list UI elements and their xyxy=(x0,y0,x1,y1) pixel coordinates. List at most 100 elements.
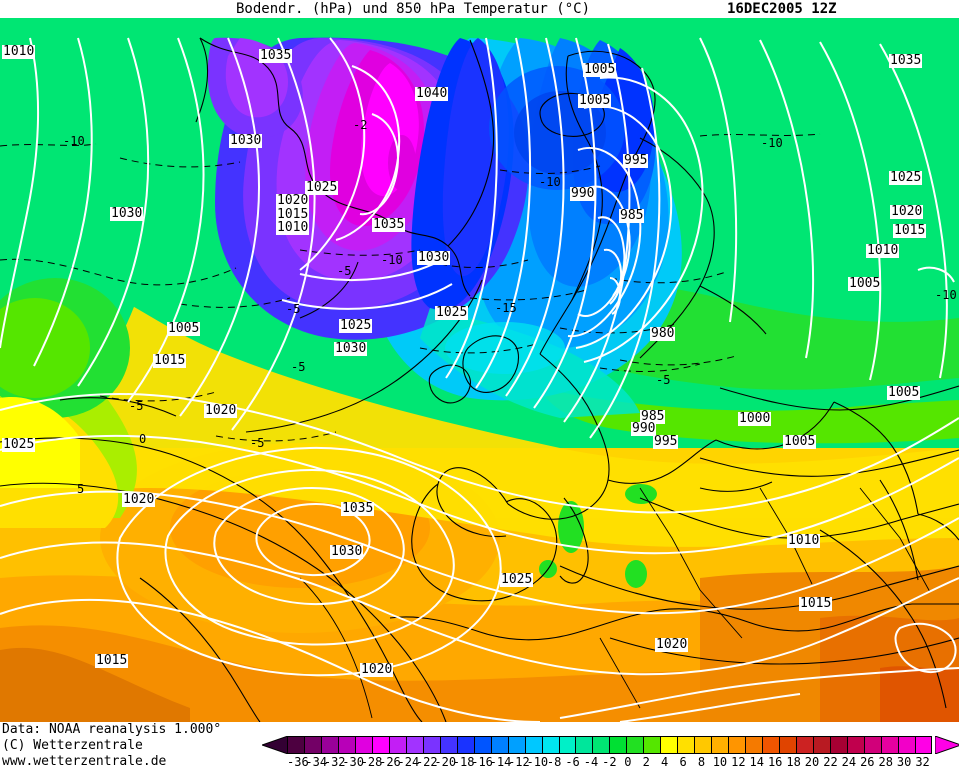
isobar-label: 995 xyxy=(653,434,679,449)
colorbar-cell xyxy=(354,736,372,754)
colorbar-tick: -16 xyxy=(471,755,493,769)
colorbar-cell xyxy=(541,736,559,754)
coastline-layer xyxy=(195,37,959,719)
colorbar-cell xyxy=(626,736,644,754)
isobar-label: 1030 xyxy=(334,341,368,356)
colorbar-tick: -10 xyxy=(526,755,549,769)
colorbar-under-arrow-icon xyxy=(262,736,288,754)
isobar-label: 990 xyxy=(631,421,657,436)
isobar-label: 985 xyxy=(619,208,645,223)
colorbar-tick: -36 xyxy=(287,755,309,769)
colorbar-tick: 4 xyxy=(661,755,669,769)
isobar-label: 985 xyxy=(640,409,666,424)
temperature-contour-label: -5 xyxy=(250,436,265,450)
isobar-label: 980 xyxy=(650,326,676,341)
colorbar-cell xyxy=(337,736,355,754)
temperature-contour-label: -5 xyxy=(286,302,301,316)
temperature-fill-layer xyxy=(0,18,959,722)
colorbar-tick: 20 xyxy=(804,755,820,769)
colorbar-tick: 6 xyxy=(679,755,687,769)
colorbar-tick: -4 xyxy=(583,755,599,769)
colorbar-cell xyxy=(897,736,915,754)
weather-map-svg xyxy=(0,18,959,722)
temperature-contour-label: -10 xyxy=(935,288,957,302)
isobar-label: 1000 xyxy=(738,411,772,426)
colorbar-tick: -2 xyxy=(602,755,617,769)
isobar-label: 1015 xyxy=(95,653,129,668)
isobar-label: 1010 xyxy=(276,220,310,235)
page-title: Bodendr. (hPa) und 850 hPa Temperatur (°… xyxy=(236,1,591,17)
colorbar-cell xyxy=(575,736,593,754)
isobar-label: 1025 xyxy=(2,437,36,452)
colorbar-cell xyxy=(694,736,712,754)
isobar-label: 1025 xyxy=(500,572,534,587)
colorbar-tick: -34 xyxy=(305,755,328,769)
isobar-label: 1020 xyxy=(122,492,156,507)
temperature-contour-label: -10 xyxy=(761,136,783,150)
colorbar-tick: -30 xyxy=(342,755,364,769)
colorbar-cell xyxy=(490,736,508,754)
isobar-label: 990 xyxy=(570,186,596,201)
colorbar-cell xyxy=(303,736,321,754)
isobar-label: 1015 xyxy=(893,223,927,238)
colorbar-tick: -22 xyxy=(415,755,438,769)
colorbar-cell xyxy=(388,736,406,754)
isobar-label: 1005 xyxy=(167,321,201,336)
isobar-label: 1025 xyxy=(305,180,339,195)
temperature-contour-label: -5 xyxy=(337,264,352,278)
pressure-isobar-layer xyxy=(0,37,959,722)
temperature-contour-label: -5 xyxy=(291,360,306,374)
isobar-label: 1035 xyxy=(259,48,293,63)
data-source-text: Data: NOAA reanalysis 1.000° xyxy=(2,722,222,737)
isobar-label: 1030 xyxy=(417,250,451,265)
colorbar-cell xyxy=(371,736,389,754)
isobar-label: 1020 xyxy=(360,662,394,677)
colorbar-tick: -6 xyxy=(565,755,580,769)
isobar-label: 1030 xyxy=(110,206,144,221)
website-text: www.wetterzentrale.de xyxy=(2,754,167,769)
colorbar-cell xyxy=(524,736,542,754)
colorbar-tick: 8 xyxy=(697,755,706,769)
colorbar-cell xyxy=(558,736,576,754)
colorbar-cell xyxy=(779,736,797,754)
colorbar-tick: 28 xyxy=(878,755,893,769)
forecast-datetime: 16DEC2005 12Z xyxy=(727,1,837,17)
isobar-label: 1040 xyxy=(415,86,449,101)
colorbar-cell xyxy=(473,736,491,754)
colorbar-cell xyxy=(609,736,627,754)
colorbar-cell xyxy=(762,736,780,754)
temperature-contour-label: -10 xyxy=(539,175,561,189)
isobar-label: 1015 xyxy=(153,353,187,368)
colorbar-tick: -8 xyxy=(546,755,562,769)
colorbar-tick: -28 xyxy=(360,755,383,769)
isobar-label: 995 xyxy=(623,153,649,168)
map-canvas[interactable]: 1010 1035 1035 1005 1040 1005 1030 995 1025 990 10… xyxy=(0,18,959,722)
colorbar-cell xyxy=(813,736,830,754)
colorbar-tick: 0 xyxy=(624,755,632,769)
colorbar-cell xyxy=(711,736,729,754)
temperature-contour-label: -2 xyxy=(353,118,368,132)
colorbar-cell xyxy=(507,736,525,754)
colorbar-cell xyxy=(796,736,814,754)
copyright-text: (C) Wetterzentrale xyxy=(2,738,143,753)
isobar-label: 1005 xyxy=(783,434,817,449)
isobar-label: 1005 xyxy=(583,62,617,77)
isobar-label: 1030 xyxy=(330,544,364,559)
isobar-label: 1025 xyxy=(889,170,923,185)
colorbar-tick: -18 xyxy=(452,755,475,769)
colorbar-cell xyxy=(422,736,440,754)
colorbar-cell xyxy=(846,736,864,754)
isobar-label: 1010 xyxy=(787,533,821,548)
title-bar: Bodendr. (hPa) und 850 hPa Temperatur (°… xyxy=(0,0,959,18)
temperature-colorbar[interactable]: -36 -34 -32 -30 -28 -26 -24 -22 -20 -18 -16 -14 -12-… xyxy=(262,736,959,770)
isobar-label: 1005 xyxy=(578,93,612,108)
colorbar-tick: 12 xyxy=(731,755,746,769)
isobar-label: 1030 xyxy=(229,133,263,148)
colorbar-tick: 32 xyxy=(915,755,930,769)
isobar-label: 1005 xyxy=(848,276,882,291)
colorbar-cell xyxy=(880,736,898,754)
colorbar-tick: 24 xyxy=(841,755,857,769)
colorbar-cell xyxy=(677,736,695,754)
isobar-label: 1015 xyxy=(276,207,310,222)
